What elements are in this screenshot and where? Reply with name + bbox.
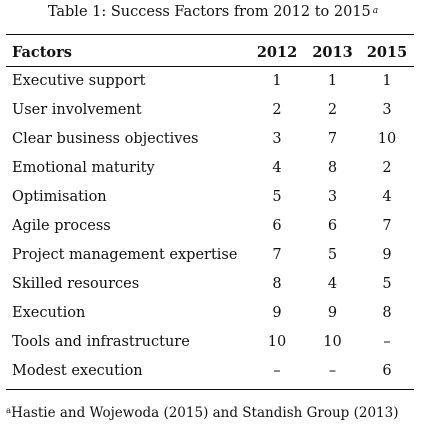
rank-2012-cell: –: [273, 363, 281, 379]
rank-2013-cell: 9: [327, 305, 338, 321]
rank-2015-cell: 8: [382, 305, 392, 321]
table-row: Execution 9 9 8: [6, 299, 414, 328]
rank-2013-cell: 10: [323, 334, 342, 350]
factor-cell: Clear business objectives: [12, 131, 199, 147]
factor-cell: Modest execution: [12, 363, 143, 379]
table-top-rule: [6, 34, 414, 36]
table-caption-text: Table 1: Success Factors from 2012 to 20…: [47, 4, 371, 20]
table-bottom-rule: [6, 389, 414, 391]
rank-2015-cell: 7: [382, 218, 392, 234]
rank-2012-cell: 3: [272, 131, 282, 147]
rank-2012-cell: 4: [272, 160, 282, 176]
footnote-marker: a: [6, 406, 12, 416]
footnote-text: Hastie and Wojewoda (2015) and Standish …: [11, 405, 399, 421]
rank-2012-cell: 2: [272, 102, 282, 118]
rank-2013-cell: 4: [327, 276, 338, 292]
table-header-rule: [6, 66, 414, 67]
table-row: Skilled resources 8 4 5: [6, 270, 414, 299]
table-row: Project management expertise 7 5 9: [6, 241, 414, 270]
caption-footnote-marker: a: [372, 6, 379, 16]
rank-2013-cell: 7: [327, 131, 338, 147]
factor-cell: Skilled resources: [12, 276, 140, 292]
rank-2015-cell: 10: [377, 131, 397, 147]
table-footnote: aHastie and Wojewoda (2015) and Standish…: [6, 405, 399, 421]
header-2012: 2012: [256, 44, 298, 61]
header-2015: 2015: [366, 44, 408, 61]
rank-2015-cell: 3: [382, 102, 392, 118]
rank-2013-cell: 2: [327, 102, 338, 118]
table-row: Tools and infrastructure 10 10 –: [6, 328, 414, 357]
success-factors-table: Factors 2012 2013 2015 Executive support…: [6, 38, 414, 386]
table-caption: Table 1: Success Factors from 2012 to 20…: [0, 4, 426, 20]
factor-cell: Optimisation: [12, 189, 107, 205]
rank-2015-cell: 9: [382, 247, 392, 263]
factor-cell: Executive support: [12, 73, 146, 89]
header-row: Factors 2012 2013 2015: [6, 38, 414, 67]
header-2013: 2013: [312, 44, 353, 61]
rank-2015-cell: 2: [382, 160, 392, 176]
table-row: Emotional maturity 4 8 2: [6, 154, 414, 183]
factor-cell: User involvement: [12, 102, 142, 118]
rank-2015-cell: 1: [382, 73, 392, 89]
rank-2013-cell: 8: [327, 160, 338, 176]
rank-2012-cell: 8: [272, 276, 282, 292]
factor-cell: Agile process: [12, 218, 111, 234]
rank-2012-cell: 5: [272, 189, 282, 205]
table-row: Modest execution – – 6: [6, 357, 414, 386]
table-row: Executive support 1 1 1: [6, 67, 414, 96]
rank-2012-cell: 9: [272, 305, 282, 321]
table-row: Optimisation 5 3 4: [6, 183, 414, 212]
rank-2013-cell: 1: [327, 73, 338, 89]
rank-2012-cell: 7: [272, 247, 282, 263]
rank-2015-cell: 6: [382, 363, 392, 379]
rank-2013-cell: –: [328, 363, 337, 379]
factor-cell: Execution: [12, 305, 86, 321]
header-factors: Factors: [12, 44, 72, 61]
table-body: Executive support 1 1 1 User involvement…: [6, 67, 414, 386]
rank-2013-cell: 6: [327, 218, 338, 234]
rank-2012-cell: 10: [267, 334, 287, 350]
rank-2015-cell: –: [383, 334, 391, 350]
rank-2012-cell: 1: [272, 73, 282, 89]
table-row: Agile process 6 6 7: [6, 212, 414, 241]
factor-cell: Tools and infrastructure: [12, 334, 190, 350]
factor-cell: Project management expertise: [12, 247, 238, 263]
rank-2013-cell: 5: [327, 247, 338, 263]
rank-2012-cell: 6: [272, 218, 282, 234]
table-row: User involvement 2 2 3: [6, 96, 414, 125]
rank-2015-cell: 5: [382, 276, 392, 292]
table-header: Factors 2012 2013 2015: [6, 38, 414, 67]
factor-cell: Emotional maturity: [12, 160, 155, 176]
table-row: Clear business objectives 3 7 10: [6, 125, 414, 154]
rank-2015-cell: 4: [382, 189, 392, 205]
rank-2013-cell: 3: [327, 189, 338, 205]
